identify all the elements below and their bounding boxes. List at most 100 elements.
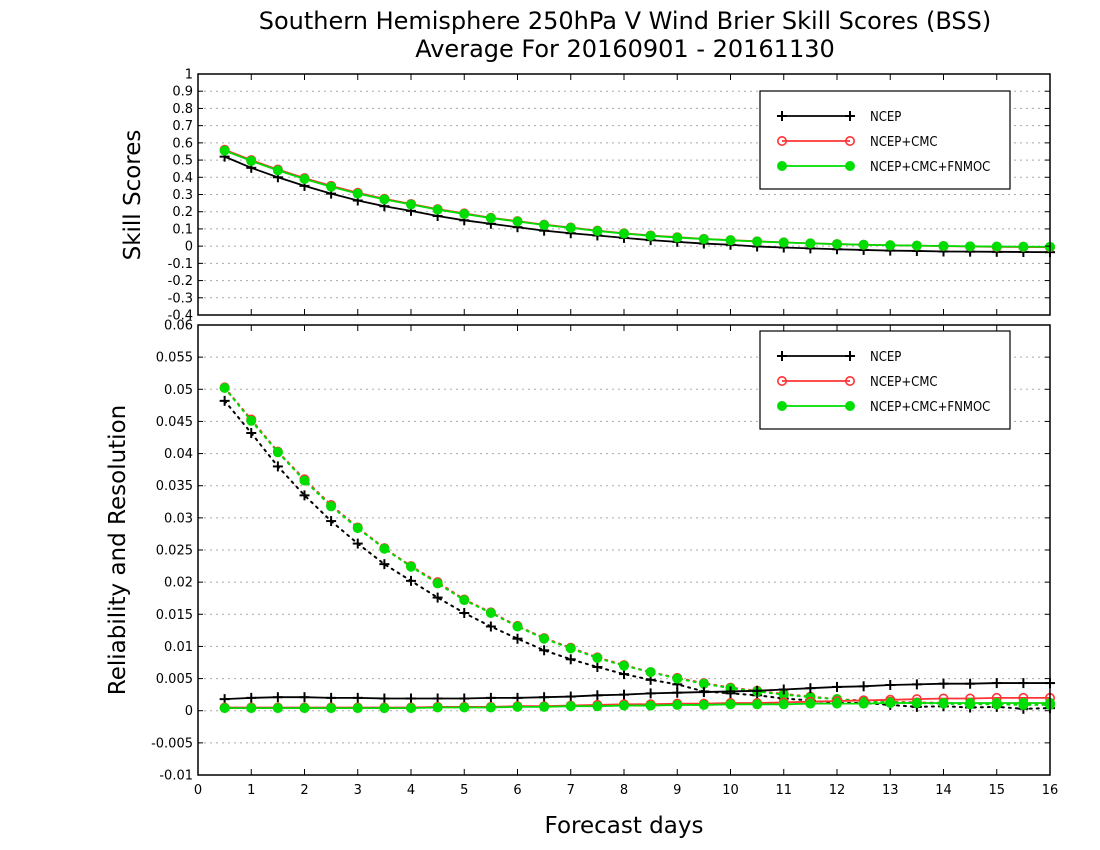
top-y-tick-label-11: 0.7: [172, 119, 193, 134]
top-y-tick-label-3: -0.1: [168, 257, 193, 272]
top-point-ncep-cmc-fnmoc-11: [512, 216, 523, 227]
bottom-legend-box: [759, 330, 1011, 430]
top-legend-label-0: NCEP: [870, 110, 901, 125]
bottom-x-tick-label-12: 12: [829, 783, 846, 798]
bottom-point-ncep-resolution-5: [352, 538, 363, 549]
top-point-ncep-cmc-fnmoc-18: [698, 234, 709, 245]
top-point-ncep-cmc-fnmoc-3: [299, 174, 310, 185]
top-point-ncep-cmc-fnmoc-17: [672, 232, 683, 243]
top-point-ncep-cmc-fnmoc-25: [885, 240, 896, 251]
bottom-point-ncep-cmc-fnmoc-resolution-18: [698, 678, 709, 689]
bottom-point-ncep-reliability-7: [406, 693, 416, 704]
top-point-ncep-cmc-fnmoc-23: [832, 239, 842, 250]
bottom-point-ncep-cmc-fnmoc-resolution-11: [512, 621, 523, 632]
top-legend-label-1: NCEP+CMC: [870, 135, 938, 150]
bottom-point-ncep-reliability-26: [911, 679, 922, 690]
top-point-ncep-cmc-fnmoc-30: [1018, 241, 1029, 252]
bottom-y-tick-label-8: 0.03: [164, 511, 193, 526]
bottom-point-ncep-reliability-16: [645, 688, 656, 699]
bottom-y-tick-label-11: 0.045: [156, 415, 193, 430]
top-point-ncep-cmc-fnmoc-14: [592, 225, 603, 236]
bottom-x-tick-label-8: 8: [620, 783, 628, 798]
bottom-point-ncep-resolution-10: [485, 621, 496, 632]
bottom-point-ncep-reliability-0: [219, 694, 230, 705]
bottom-point-ncep-reliability-2: [272, 692, 283, 703]
bottom-y-tick-label-5: 0.015: [156, 608, 193, 623]
bottom-point-ncep-cmc-fnmoc-resolution-3: [299, 475, 310, 486]
bottom-point-ncep-resolution-3: [299, 490, 310, 501]
bottom-point-ncep-cmc-fnmoc-reliability-26: [911, 698, 922, 708]
bottom-point-ncep-cmc-fnmoc-resolution-9: [459, 595, 470, 606]
bottom-legend-label-1: NCEP+CMC: [870, 375, 938, 390]
bottom-point-ncep-reliability-17: [672, 687, 683, 698]
top-point-ncep-cmc-fnmoc-27: [938, 240, 949, 251]
top-y-tick-label-12: 0.8: [172, 102, 193, 117]
bottom-legend-marker-start-2: [777, 401, 787, 411]
top-legend-marker-start-0: [777, 111, 787, 121]
reliability-resolution-panel: -0.01 -0.005 0 0.005 0.01 0.015 0.02 0.025 0.03 0…: [151, 319, 1058, 799]
bottom-point-ncep-cmc-fnmoc-reliability-18: [698, 699, 709, 710]
bottom-line-ncep-cmc-resolution: [223, 386, 1051, 706]
bottom-point-ncep-resolution-7: [406, 575, 416, 586]
bottom-point-ncep-cmc-fnmoc-resolution-15: [619, 660, 629, 671]
top-point-ncep-cmc-fnmoc-4: [326, 181, 337, 192]
bottom-point-ncep-cmc-fnmoc-resolution-12: [539, 633, 550, 644]
bottom-x-tick-label-9: 9: [673, 783, 681, 798]
top-point-ncep-cmc-fnmoc-10: [485, 213, 496, 224]
bottom-legend-marker-end-1: [844, 375, 855, 386]
bottom-point-ncep-cmc-fnmoc-reliability-22: [805, 698, 816, 709]
bottom-point-ncep-resolution-0: [219, 395, 230, 406]
bottom-legend-marker-start-0: [777, 351, 787, 361]
top-point-ncep-cmc-fnmoc-28: [965, 241, 976, 252]
bottom-point-ncep-reliability-14: [592, 690, 603, 701]
x-axis-label: Forecast days: [545, 813, 704, 839]
bottom-point-ncep-cmc-fnmoc-resolution-4: [326, 501, 337, 512]
top-point-ncep-cmc-fnmoc-12: [539, 219, 550, 230]
bottom-point-ncep-cmc-fnmoc-reliability-8: [432, 702, 443, 713]
bottom-point-ncep-cmc-fnmoc-reliability-17: [672, 699, 683, 710]
bottom-point-ncep-cmc-fnmoc-resolution-16: [645, 667, 656, 678]
bottom-x-tick-label-13: 13: [882, 783, 899, 798]
bottom-point-ncep-cmc-fnmoc-resolution-7: [406, 561, 416, 572]
bottom-x-tick-label-11: 11: [775, 783, 792, 798]
bottom-markers-ncep-cmc-fnmoc-resolution: [219, 383, 1055, 710]
bottom-point-ncep-reliability-11: [512, 692, 523, 703]
bottom-point-ncep-cmc-fnmoc-reliability-13: [565, 701, 576, 712]
bottom-point-ncep-cmc-fnmoc-resolution-10: [485, 608, 496, 618]
top-y-tick-label-14: 1: [185, 68, 193, 83]
bottom-point-ncep-reliability-22: [805, 683, 816, 694]
bottom-x-tick-label-7: 7: [567, 783, 575, 798]
bottom-point-ncep-reliability-13: [565, 691, 576, 702]
top-point-ncep-cmc-fnmoc-13: [565, 222, 576, 233]
top-point-ncep-cmc-fnmoc-16: [645, 230, 656, 241]
bottom-point-ncep-reliability-1: [246, 692, 257, 703]
bottom-markers-ncep-cmc-resolution: [219, 382, 1056, 710]
bottom-x-tick-label-10: 10: [722, 783, 739, 798]
top-point-ncep-cmc-fnmoc-22: [805, 238, 816, 249]
bottom-point-ncep-cmc-fnmoc-resolution-21: [778, 689, 789, 700]
top-point-ncep-cmc-fnmoc-15: [619, 228, 629, 239]
bottom-markers-ncep-cmc-fnmoc-reliability: [219, 698, 1055, 714]
top-y-tick-label-7: 0.3: [172, 188, 193, 203]
bottom-point-ncep-reliability-30: [1018, 678, 1029, 689]
bottom-legend: NCEP NCEP+CMC NCEP+CMC+FNMOC: [759, 330, 1011, 430]
bottom-point-ncep-cmc-fnmoc-reliability-4: [326, 703, 337, 714]
bottom-point-ncep-reliability-21: [778, 684, 789, 695]
bottom-point-ncep-cmc-fnmoc-reliability-29: [991, 698, 1002, 708]
bottom-markers-ncep-reliability: [219, 678, 1055, 705]
bottom-point-ncep-reliability-9: [459, 693, 470, 704]
bottom-y-tick-label-2: 0: [185, 704, 193, 719]
bottom-point-ncep-reliability-3: [299, 692, 310, 703]
bottom-y-tick-label-6: 0.02: [164, 576, 193, 591]
bottom-y-tick-label-9: 0.035: [156, 479, 193, 494]
top-y-tick-label-9: 0.5: [172, 154, 193, 169]
bottom-point-ncep-cmc-fnmoc-reliability-10: [485, 702, 496, 713]
bottom-y-tick-label-1: -0.005: [151, 736, 193, 751]
bottom-point-ncep-cmc-fnmoc-reliability-15: [619, 700, 629, 711]
bottom-legend-label-0: NCEP: [870, 350, 901, 365]
top-legend: NCEP NCEP+CMC NCEP+CMC+FNMOC: [759, 90, 1011, 190]
bottom-x-tick-label-15: 15: [988, 783, 1005, 798]
bottom-point-ncep-cmc-fnmoc-resolution-5: [352, 523, 363, 534]
bottom-point-ncep-cmc-fnmoc-reliability-21: [778, 699, 789, 710]
